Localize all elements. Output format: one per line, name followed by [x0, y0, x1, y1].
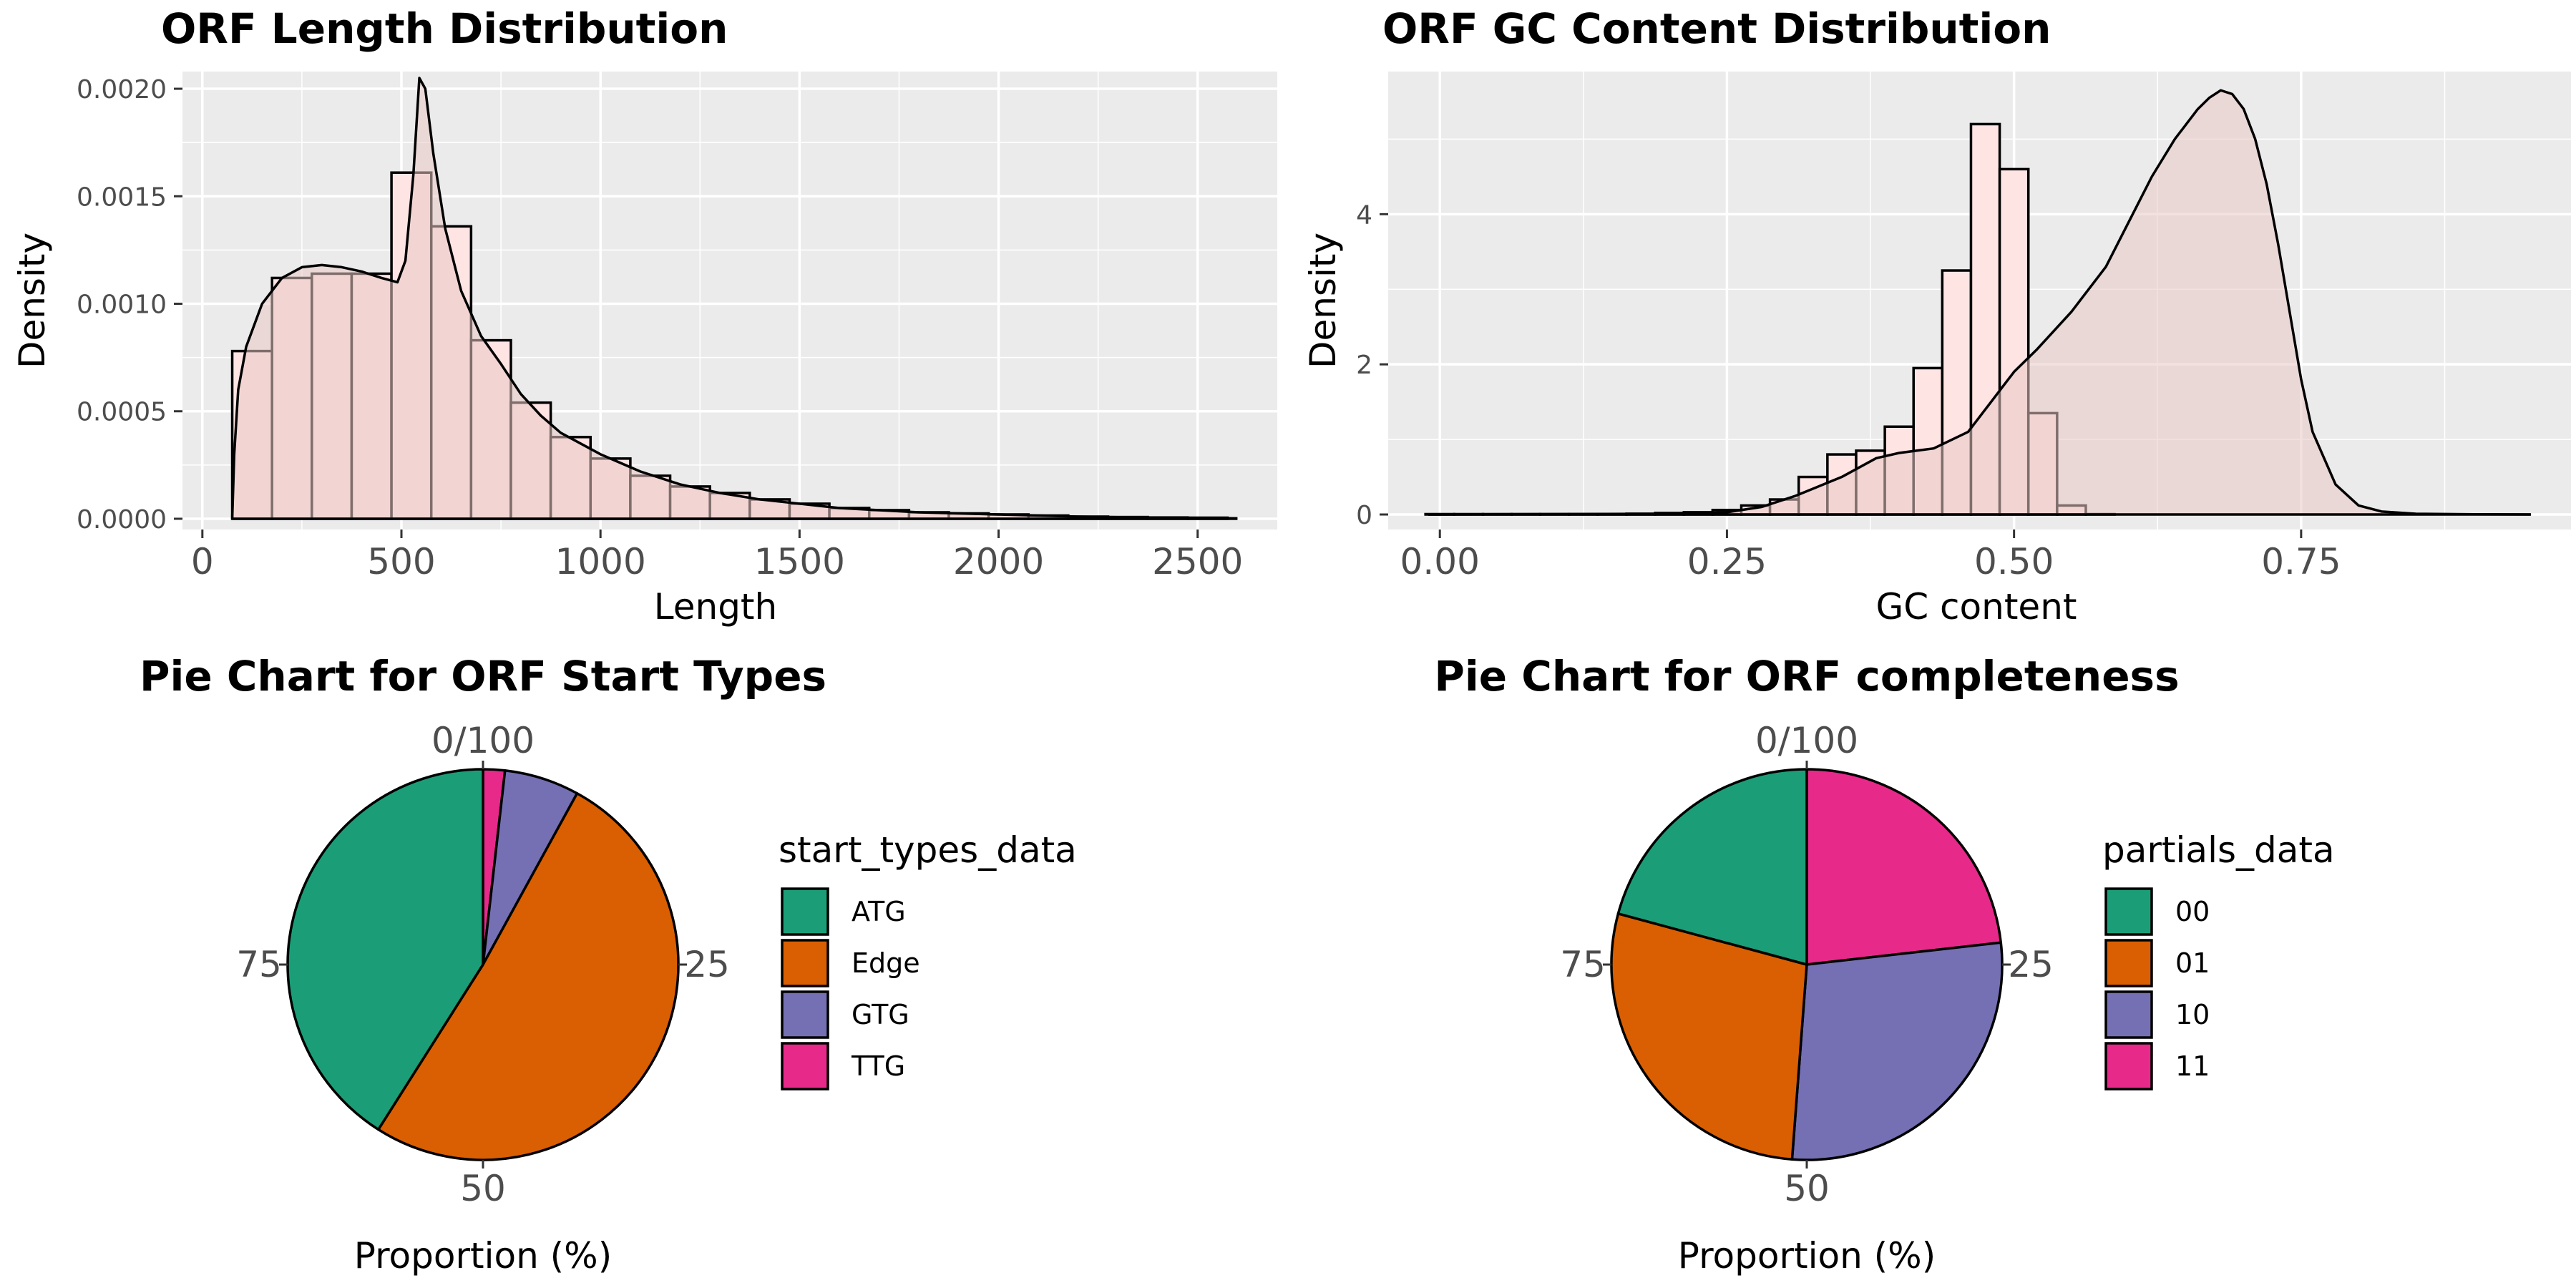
start-types-legend: ATG Edge GTG TTG: [781, 887, 920, 1091]
pie-slice: [1790, 941, 2004, 1161]
x-tick-label: 0.25: [1687, 541, 1767, 582]
legend-key: [2104, 887, 2153, 936]
x-tick-label: 2000: [953, 541, 1044, 582]
legend-key: [781, 939, 829, 987]
start-types-angle-ticks: 0/100 25 50 75: [236, 720, 730, 1209]
gc-y-axis-label: Density: [1302, 233, 1344, 369]
legend-key: [2104, 990, 2153, 1039]
angle-tick-label: 0/100: [1755, 720, 1858, 761]
legend-label: TTG: [851, 1050, 905, 1082]
legend-key: [2104, 939, 2153, 987]
y-tick-label: 0.0015: [77, 182, 167, 212]
pie-slice: [1610, 912, 1808, 1161]
y-tick-label: 0.0020: [77, 75, 167, 104]
angle-tick-label: 50: [1784, 1168, 1830, 1209]
legend-label: 10: [2175, 999, 2210, 1030]
density-curve: [230, 77, 1238, 520]
length-y-axis-label: Density: [11, 233, 53, 369]
pie-slice: [1616, 768, 1808, 966]
completeness-angle-ticks: 0/100 25 50 75: [1560, 720, 2054, 1209]
angle-tick-label: 75: [1560, 944, 1606, 985]
x-tick-label: 0.75: [2261, 541, 2341, 582]
pie-slice: [286, 768, 484, 1131]
legend-label: 01: [2175, 947, 2210, 979]
completeness-legend: 00 01 10 11: [2104, 887, 2210, 1091]
legend-key: [2104, 1042, 2153, 1091]
x-tick-label: 0.00: [1400, 541, 1480, 582]
x-tick-label: 0: [191, 541, 214, 582]
start-types-chart-title: Pie Chart for ORF Start Types: [140, 652, 826, 701]
angle-tick-label: 25: [684, 944, 730, 985]
pie-slice: [1805, 768, 2003, 966]
length-density-curve-group: [230, 77, 1238, 520]
gc-axis-ticks: 0.00 0.25 0.50 0.75 0 2 4: [1356, 200, 2341, 582]
completeness-chart-title: Pie Chart for ORF completeness: [1434, 652, 2179, 701]
density-curve: [1428, 89, 2531, 516]
completeness-legend-title: partials_data: [2102, 829, 2335, 871]
x-tick-label: 1500: [754, 541, 845, 582]
x-tick-label: 500: [367, 541, 435, 582]
gc-x-axis-label: GC content: [1876, 586, 2077, 628]
legend-key: [781, 887, 829, 936]
start-types-pie-panel: Pie Chart for ORF Start Types 0/100 25 50 7…: [140, 652, 1077, 1277]
gc-density-curve-group: [1428, 89, 2531, 516]
angle-tick-label: 0/100: [431, 720, 535, 761]
gc-histogram-panel: ORF GC Content Distribution 0.00 0.25 0.50…: [1302, 4, 2571, 628]
completeness-x-axis-label: Proportion (%): [1678, 1235, 1936, 1277]
length-axis-ticks: 0 500 1000 1500 2000 2500 0.0000 0.0005 0.0010 0.…: [77, 75, 1243, 582]
x-tick-label: 0.50: [1974, 541, 2054, 582]
y-tick-label: 0.0000: [77, 505, 167, 535]
y-tick-label: 2: [1356, 351, 1372, 380]
length-histogram-panel: ORF Length Distribution 0 500 1000 1500 2000…: [11, 4, 1277, 628]
angle-tick-label: 25: [2008, 944, 2054, 985]
density-area: [1428, 90, 2531, 515]
legend-label: 11: [2175, 1050, 2210, 1082]
legend-label: 00: [2175, 896, 2210, 927]
legend-key: [781, 990, 829, 1039]
angle-tick-label: 50: [460, 1168, 506, 1209]
angle-tick-label: 75: [236, 944, 282, 985]
x-tick-label: 2500: [1152, 541, 1243, 582]
completeness-pie: [1610, 768, 2004, 1161]
y-tick-label: 0.0010: [77, 291, 167, 320]
legend-label: Edge: [852, 947, 920, 979]
x-tick-label: 1000: [555, 541, 646, 582]
y-tick-label: 4: [1356, 200, 1372, 230]
length-chart-title: ORF Length Distribution: [161, 4, 728, 53]
start-types-x-axis-label: Proportion (%): [354, 1235, 612, 1277]
legend-label: ATG: [852, 896, 906, 927]
density-area: [232, 78, 1238, 519]
start-types-pie: [286, 768, 680, 1161]
legend-key: [781, 1042, 829, 1091]
start-types-legend-title: start_types_data: [779, 829, 1077, 871]
y-tick-label: 0: [1356, 501, 1372, 530]
completeness-pie-panel: Pie Chart for ORF completeness 0/100 25 50…: [1434, 652, 2334, 1277]
legend-label: GTG: [852, 999, 909, 1030]
pie-slice: [376, 792, 680, 1161]
length-x-axis-label: Length: [654, 586, 777, 628]
gc-chart-title: ORF GC Content Distribution: [1382, 4, 2051, 53]
y-tick-label: 0.0005: [77, 398, 167, 427]
